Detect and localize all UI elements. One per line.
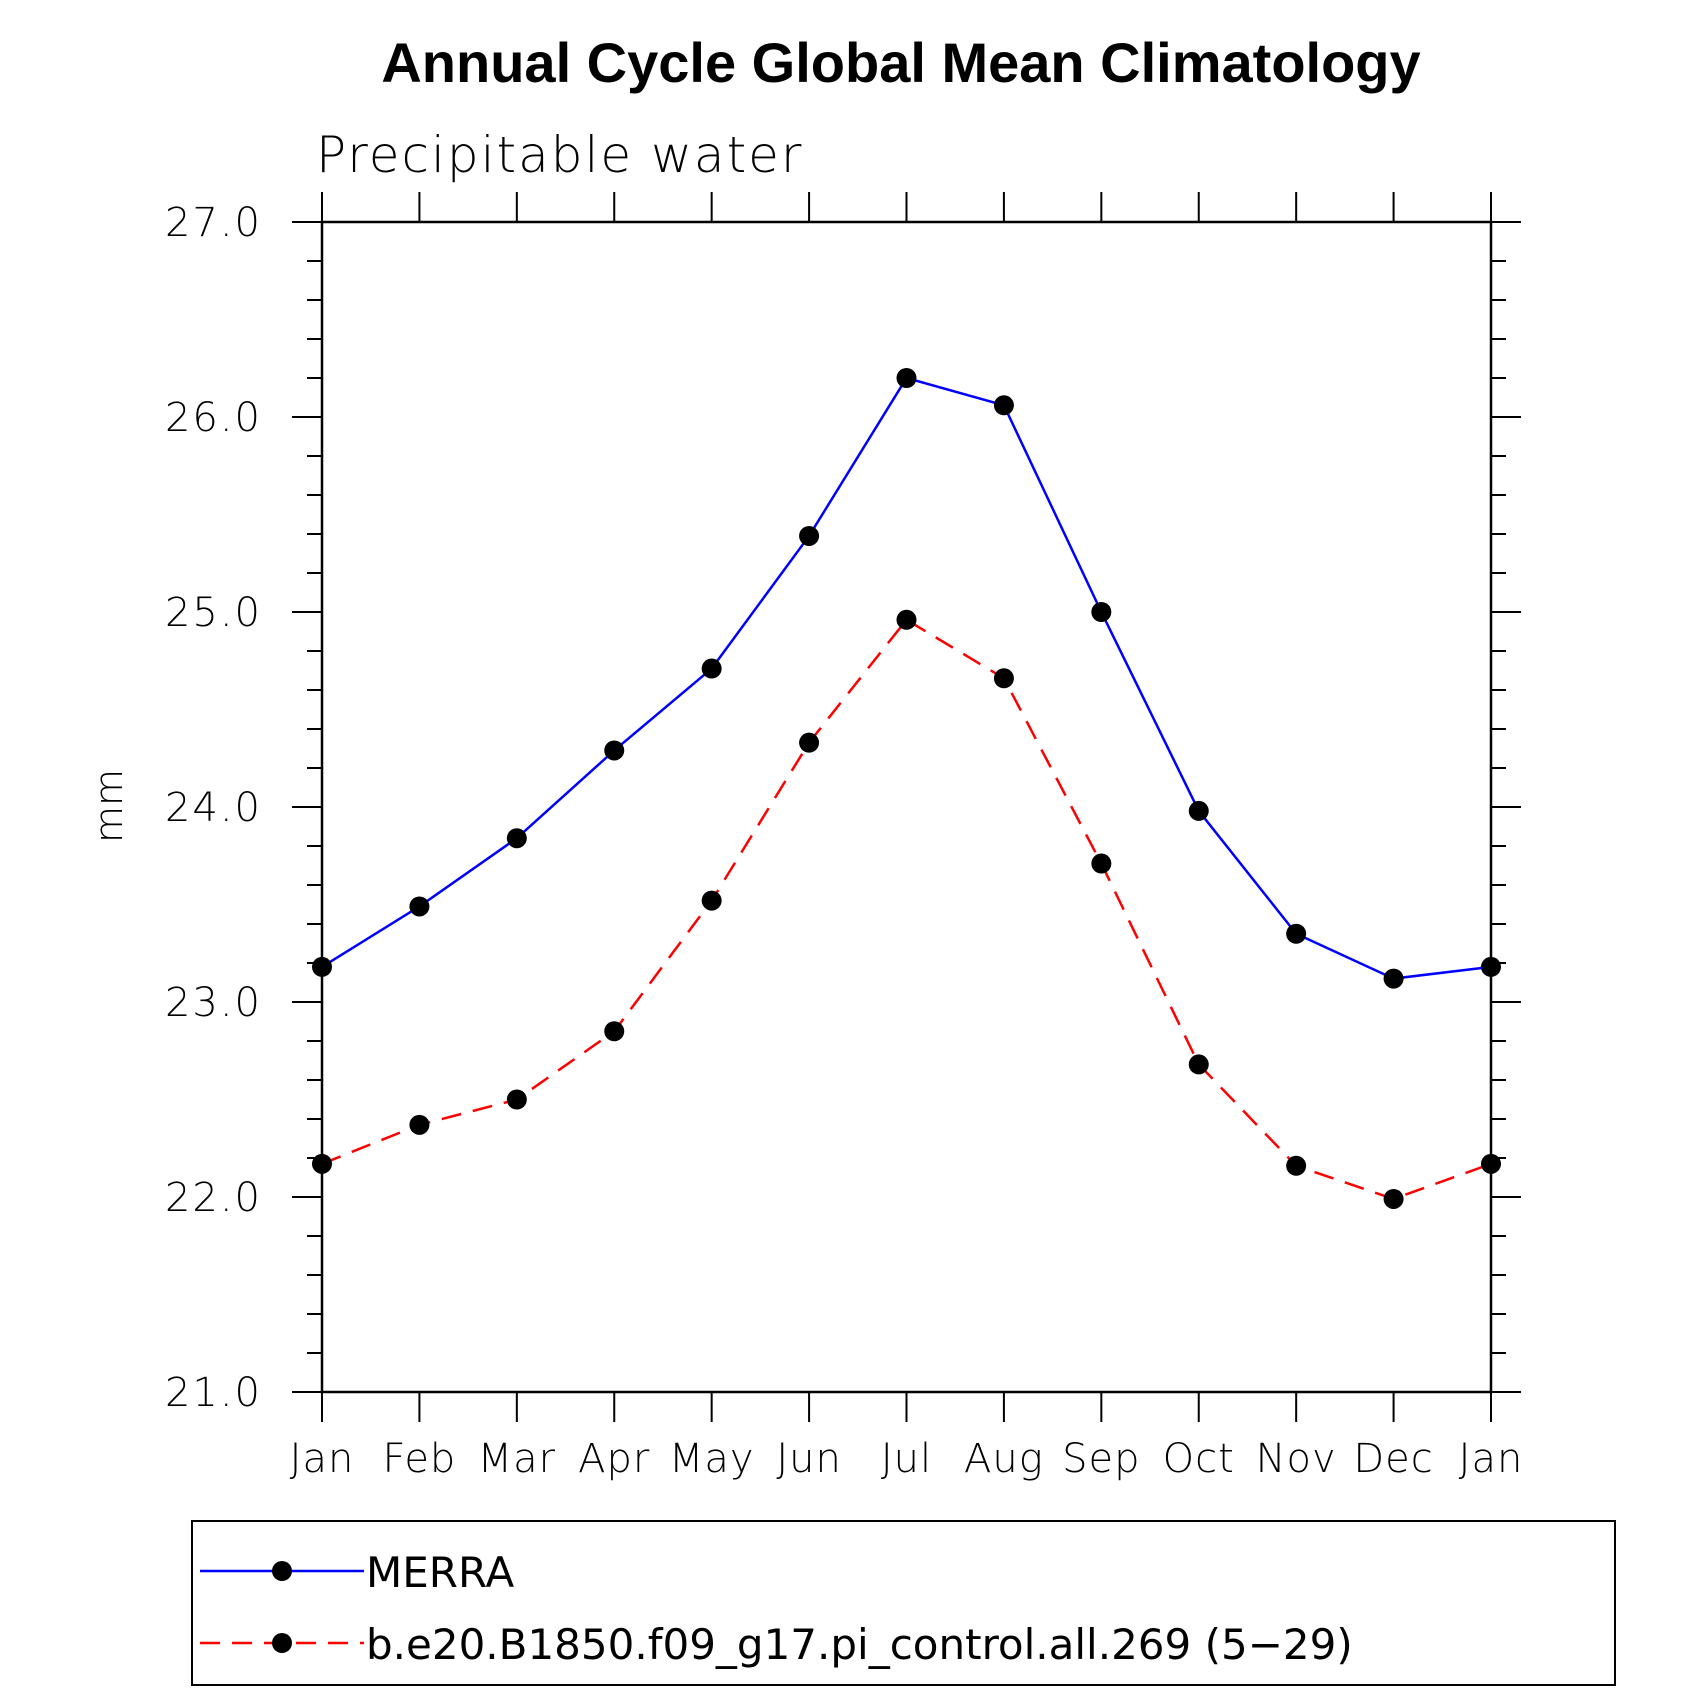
plot-frame <box>320 220 1493 1394</box>
data-point <box>799 525 820 546</box>
data-point <box>506 1089 527 1110</box>
legend: MERRA b.e20.B1850.f09_g17.pi_control.all… <box>191 1520 1616 1686</box>
data-point <box>506 828 527 849</box>
legend-label-merra: MERRA <box>366 1548 514 1597</box>
data-point <box>1286 1155 1307 1176</box>
y-tick-label: 22.0 <box>165 1175 262 1221</box>
data-point <box>1481 956 1501 977</box>
x-tick-label: Aug <box>964 1436 1044 1482</box>
legend-marker-model <box>272 1633 292 1653</box>
x-tick-label: Jan <box>290 1436 355 1482</box>
data-point <box>1383 968 1404 989</box>
y-tick-label: 27.0 <box>165 200 262 246</box>
y-tick-label: 26.0 <box>165 395 262 441</box>
legend-box <box>191 1520 1616 1686</box>
data-point <box>409 896 430 917</box>
series-layer <box>312 368 1501 1209</box>
data-point <box>1481 1153 1501 1174</box>
data-point <box>409 1114 430 1135</box>
x-tick-label: Oct <box>1163 1436 1235 1482</box>
y-tick-label: 23.0 <box>165 980 262 1026</box>
data-point <box>799 732 820 753</box>
data-point <box>701 658 722 679</box>
data-point <box>896 368 917 388</box>
y-tick-labels: 21.0 22.0 23.0 24.0 25.0 26.0 27.0 <box>165 200 262 1416</box>
plot-axes <box>292 192 1521 1422</box>
x-tick-label: Jun <box>776 1436 842 1482</box>
data-point <box>604 1021 625 1042</box>
x-tick-label: Apr <box>578 1436 650 1482</box>
chart-title: Annual Cycle Global Mean Climatology <box>381 31 1420 94</box>
y-tick-label: 25.0 <box>165 590 262 636</box>
data-point <box>701 890 722 911</box>
data-point <box>1091 602 1112 622</box>
data-point <box>1091 853 1112 874</box>
x-tick-label: Feb <box>383 1436 457 1482</box>
data-point <box>1188 1054 1209 1075</box>
data-point <box>1286 923 1307 944</box>
data-point <box>1188 800 1209 821</box>
y-axis-label: mm <box>87 769 131 843</box>
x-tick-label: Dec <box>1353 1436 1433 1482</box>
series-line-1 <box>321 618 1492 1201</box>
legend-label-model: b.e20.B1850.f09_g17.pi_control.all.269 (… <box>366 1620 1353 1669</box>
x-tick-label: Sep <box>1062 1436 1140 1482</box>
data-point <box>312 956 332 977</box>
data-point <box>993 668 1014 689</box>
legend-marker-merra <box>272 1561 292 1581</box>
series-line-0 <box>321 376 1492 980</box>
data-point <box>604 740 625 761</box>
chart-subtitle: Precipitable water <box>316 126 804 184</box>
data-point <box>1383 1188 1404 1209</box>
y-tick-label: 21.0 <box>165 1370 262 1416</box>
x-tick-label: May <box>669 1436 755 1482</box>
data-point <box>896 609 917 630</box>
data-point <box>312 1153 332 1174</box>
x-tick-label: Mar <box>478 1436 556 1482</box>
y-tick-label: 24.0 <box>165 785 262 831</box>
data-point <box>993 395 1014 416</box>
x-tick-label: Jan <box>1459 1436 1524 1482</box>
x-tick-label: Nov <box>1256 1436 1337 1482</box>
x-tick-label: Jul <box>881 1436 932 1482</box>
x-tick-labels: Jan Feb Mar Apr May Jun Jul Aug Sep Oct Nov Dec Jan <box>290 1436 1524 1482</box>
